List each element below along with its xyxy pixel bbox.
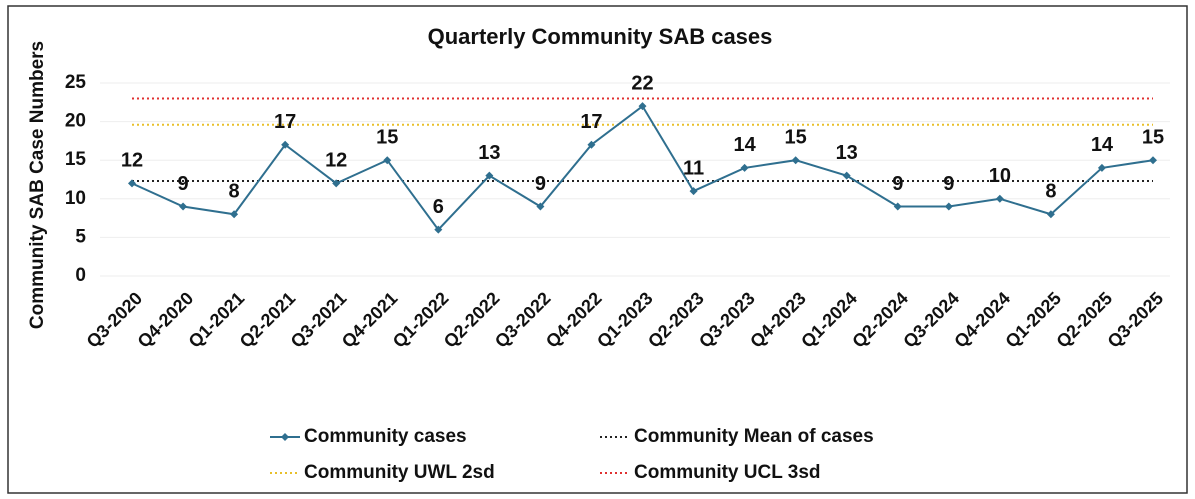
y-tick-label: 5: [75, 226, 86, 247]
data-label: 11: [683, 157, 704, 179]
data-label: 9: [943, 173, 954, 195]
legend-label: Community UWL 2sd: [304, 462, 495, 483]
y-tick-label: 10: [65, 188, 86, 209]
point-marker: [740, 163, 749, 172]
y-tick-label: 20: [65, 111, 86, 132]
point-marker: [995, 194, 1004, 203]
data-label: 9: [535, 173, 546, 195]
point-marker: [638, 102, 647, 111]
legend-marker: [281, 433, 289, 441]
point-marker: [536, 202, 545, 211]
chart-frame: [7, 5, 1188, 494]
data-label: 9: [177, 173, 188, 195]
data-label: 15: [376, 126, 398, 148]
point-marker: [128, 179, 136, 188]
point-marker: [791, 156, 800, 165]
point-marker: [842, 171, 851, 180]
point-marker: [485, 171, 494, 180]
data-label: 17: [580, 111, 602, 133]
data-label: 14: [733, 134, 756, 156]
point-marker: [944, 202, 953, 211]
point-marker: [332, 179, 341, 188]
data-label: 22: [631, 72, 653, 94]
chart-title: Quarterly Community SAB cases: [428, 24, 773, 49]
legend-label: Community cases: [304, 426, 467, 447]
data-label: 17: [274, 111, 296, 133]
data-label: 12: [121, 150, 143, 172]
y-axis-title: Community SAB Case Numbers: [27, 41, 48, 329]
data-label: 14: [1091, 134, 1114, 156]
point-marker: [383, 156, 392, 165]
point-marker: [1149, 156, 1157, 165]
legend-label: Community Mean of cases: [634, 426, 874, 447]
y-tick-label: 15: [65, 149, 87, 170]
data-label: 8: [1045, 181, 1056, 203]
data-label: 13: [836, 142, 858, 164]
point-marker: [587, 140, 596, 149]
y-tick-label: 25: [65, 72, 87, 93]
point-marker: [1097, 163, 1106, 172]
data-label: 15: [1142, 126, 1164, 148]
point-marker: [179, 202, 188, 211]
point-marker: [1046, 210, 1055, 219]
point-marker: [689, 187, 698, 196]
data-label: 12: [325, 150, 347, 172]
point-marker: [893, 202, 902, 211]
data-label: 8: [229, 181, 240, 203]
legend-label: Community UCL 3sd: [634, 462, 821, 483]
point-marker: [281, 140, 290, 149]
data-label: 6: [433, 196, 444, 218]
data-label: 13: [478, 142, 500, 164]
data-label: 15: [785, 126, 807, 148]
point-marker: [434, 225, 443, 234]
data-label: 9: [892, 173, 903, 195]
data-label: 10: [989, 165, 1011, 187]
point-marker: [230, 210, 239, 219]
y-tick-label: 0: [75, 265, 86, 286]
